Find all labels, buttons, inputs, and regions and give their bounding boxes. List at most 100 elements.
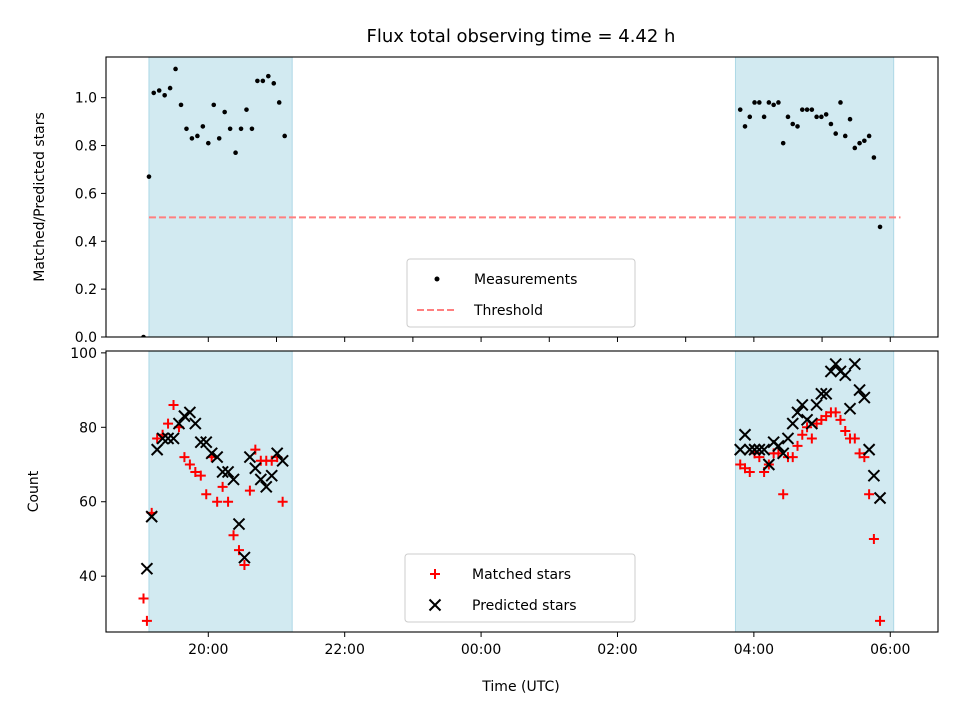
predicted-star-point — [221, 465, 235, 479]
measurement-point — [776, 100, 781, 105]
plot-area — [141, 57, 901, 337]
matched-star-point — [195, 470, 206, 481]
matched-star-point — [138, 593, 149, 604]
predicted-star-point — [254, 473, 268, 486]
predicted-star-point — [200, 435, 213, 449]
predicted-star-point — [748, 443, 761, 456]
predicted-star-point — [873, 491, 887, 505]
measurement-point — [785, 114, 791, 120]
measurement-point — [173, 66, 178, 72]
matched-star-point — [778, 489, 789, 500]
matched-star-point — [190, 466, 201, 477]
matched-star-point — [830, 407, 841, 418]
matched-star-point — [835, 414, 846, 425]
predicted-star-point — [210, 450, 224, 464]
measurement-point — [200, 124, 206, 129]
measurement-point — [189, 136, 195, 141]
measurement-point — [833, 131, 839, 136]
measurement-point — [877, 224, 883, 230]
measurement-point — [809, 107, 815, 112]
measurement-point — [151, 90, 157, 96]
matched-star-point — [217, 481, 228, 492]
matched-star-point — [792, 440, 803, 451]
predicted-star-point — [815, 387, 828, 401]
measurement-point — [842, 133, 848, 139]
measurement-point — [747, 114, 753, 120]
predicted-star-point — [150, 443, 164, 456]
predicted-star-point — [238, 551, 251, 564]
predicted-star-point — [753, 443, 766, 456]
predicted-star-point — [839, 368, 852, 382]
predicted-star-point — [810, 398, 823, 412]
predicted-star-point — [265, 469, 278, 482]
legend-predicted-marker — [428, 598, 442, 612]
measurement-point — [244, 107, 249, 112]
measurement-point — [276, 100, 282, 105]
series-predicted-stars — [140, 357, 887, 575]
predicted-star-point — [829, 357, 842, 371]
predicted-star-point — [189, 417, 202, 430]
predicted-star-point — [167, 432, 180, 445]
legend-box — [404, 553, 636, 623]
predicted-star-point — [140, 562, 154, 575]
legend-label: Threshold — [473, 303, 543, 319]
y-axis-label: Matched/Predicted stars — [32, 112, 48, 282]
predicted-star-point — [762, 458, 776, 471]
measurement-point — [828, 121, 834, 127]
predicted-star-point — [194, 435, 208, 449]
predicted-star-point — [781, 432, 795, 445]
predicted-star-point — [172, 417, 186, 430]
legend-matched-marker — [430, 569, 440, 579]
legend: Matched stars Predicted stars — [404, 553, 636, 623]
predicted-star-point — [853, 383, 866, 397]
y-tick-label: 0.6 — [75, 186, 97, 202]
legend-measurement-marker — [434, 276, 440, 282]
y-tick-label: 0.4 — [75, 234, 97, 250]
predicted-star-point — [772, 439, 785, 453]
x-tick-label: 02:00 — [597, 642, 637, 658]
predicted-star-point — [843, 402, 857, 415]
legend: Measurements Threshold — [406, 258, 636, 328]
x-tick-label: 22:00 — [325, 642, 365, 658]
series-measurements — [141, 66, 883, 337]
measurement-point — [862, 138, 867, 144]
matched-star-point — [244, 485, 255, 496]
predicted-star-point — [243, 450, 257, 464]
measurement-point — [766, 100, 772, 105]
measurement-point — [790, 121, 796, 127]
matched-star-point — [163, 418, 174, 429]
matched-star-point — [152, 433, 163, 444]
matched-star-point — [223, 496, 234, 507]
matched-star-point — [277, 496, 288, 507]
predicted-star-point — [819, 387, 833, 401]
x-tick-label: 04:00 — [734, 642, 774, 658]
x-axis-label: Time (UTC) — [481, 679, 559, 695]
measurement-point — [857, 140, 862, 146]
measurement-point — [146, 174, 152, 179]
measurement-point — [771, 102, 776, 108]
measurement-point — [249, 126, 255, 132]
matched-star-point — [868, 533, 879, 544]
matched-star-point — [787, 452, 798, 463]
predicted-star-point — [178, 409, 191, 423]
predicted-star-point — [270, 447, 284, 460]
predicted-star-point — [743, 443, 756, 456]
predicted-star-point — [791, 406, 804, 419]
matched-star-point — [141, 615, 152, 626]
predicted-star-point — [786, 417, 799, 430]
measurement-point — [814, 114, 819, 120]
measurement-point — [742, 124, 748, 129]
measurement-point — [233, 150, 238, 156]
plot-area — [138, 351, 895, 632]
measurement-point — [271, 81, 277, 86]
measurement-point — [795, 124, 800, 129]
y-tick-label: 40 — [79, 569, 97, 585]
ratio-panel: 0.0 0.2 0.4 0.6 0.8 1.0 Matched/Predicted star… — [32, 56, 939, 346]
measurement-point — [238, 126, 244, 132]
predicted-star-point — [848, 357, 862, 371]
matched-star-point — [168, 399, 179, 410]
y-tick-label: 1.0 — [75, 91, 97, 107]
matched-star-point — [179, 452, 190, 463]
matched-star-point — [212, 496, 223, 507]
series-matched-stars — [138, 399, 886, 626]
